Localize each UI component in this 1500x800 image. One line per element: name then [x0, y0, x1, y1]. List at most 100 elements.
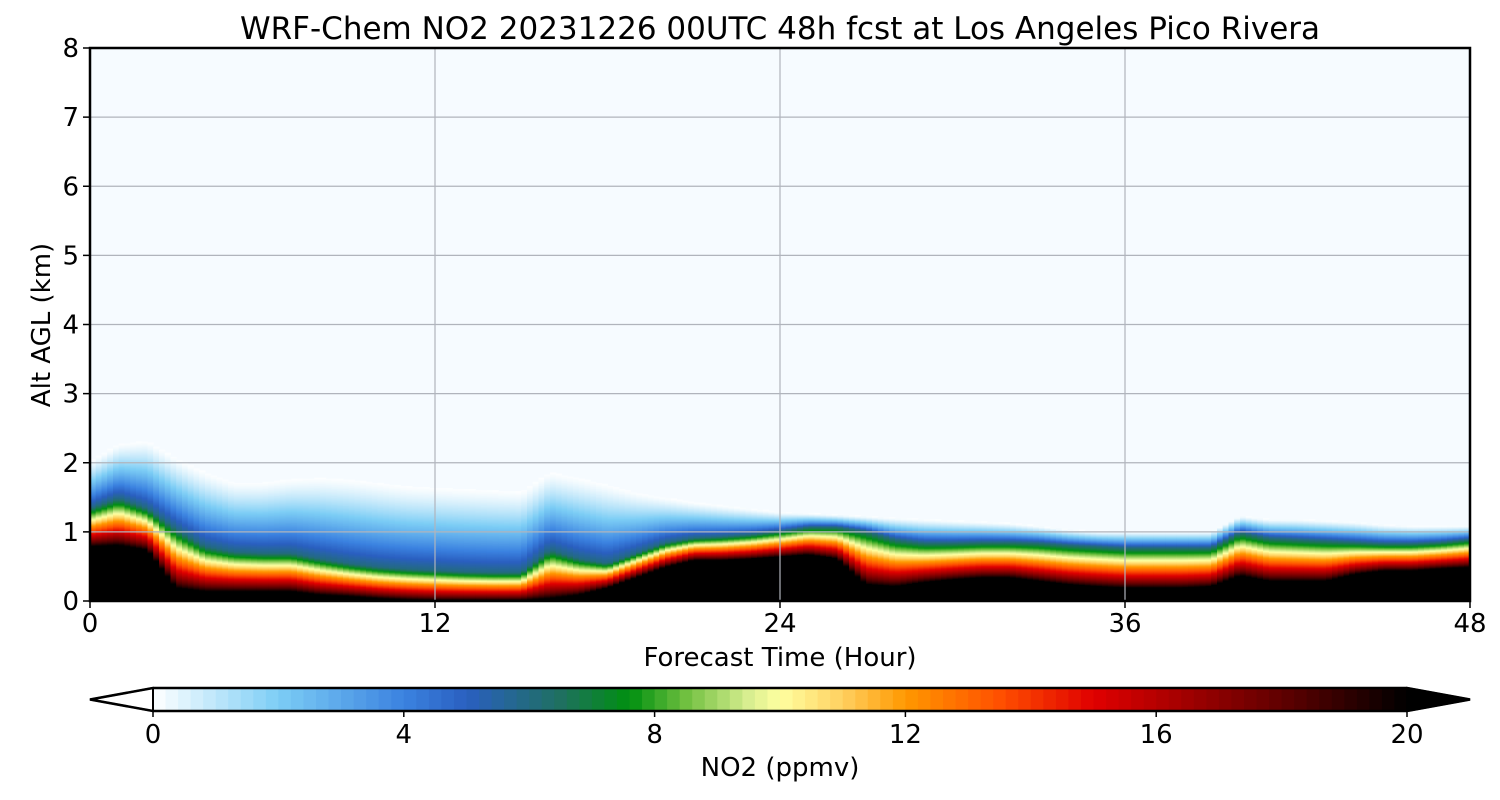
colorbar-segment: [955, 688, 969, 711]
y-tick-label: 1: [62, 518, 79, 548]
gridlines: [90, 48, 1470, 601]
colorbar-segment: [943, 688, 957, 711]
colorbar-segment: [579, 688, 593, 711]
colorbar-segment: [742, 688, 756, 711]
colorbar-segment: [1068, 688, 1082, 711]
colorbar-segment: [729, 688, 743, 711]
colorbar-segment: [203, 688, 217, 711]
y-tick-label: 8: [62, 34, 79, 64]
colorbar-segment: [642, 688, 656, 711]
colorbar-segment: [504, 688, 518, 711]
colorbar-segment: [704, 688, 718, 711]
colorbar-segment: [278, 688, 292, 711]
colorbar-segment: [453, 688, 467, 711]
colorbar-segment: [316, 688, 330, 711]
colorbar-segment: [541, 688, 555, 711]
colorbar-segment: [554, 688, 568, 711]
colorbar-segment: [1018, 688, 1032, 711]
colorbar-segment: [654, 688, 668, 711]
colorbar-segment: [892, 688, 906, 711]
colorbar-segment: [717, 688, 731, 711]
colorbar-segment: [1193, 688, 1207, 711]
x-tick-label: 24: [763, 609, 796, 639]
colorbar-segment: [1319, 688, 1333, 711]
y-tick-label: 6: [62, 172, 79, 202]
colorbar-segment: [1043, 688, 1057, 711]
colorbar-segment: [391, 688, 405, 711]
colorbar-segment: [253, 688, 267, 711]
x-axis: 0 12 24 36 48: [82, 601, 1487, 639]
colorbar-segment: [1331, 688, 1345, 711]
y-axis-label: Alt AGL (km): [27, 243, 57, 407]
chart-title: WRF-Chem NO2 20231226 00UTC 48h fcst at …: [240, 11, 1320, 47]
colorbar-segment: [1080, 688, 1094, 711]
colorbar-segment: [1030, 688, 1044, 711]
colorbar-segment: [566, 688, 580, 711]
colorbar-segment: [1369, 688, 1383, 711]
colorbar-segment: [968, 688, 982, 711]
colorbar-segment: [416, 688, 430, 711]
colorbar-segment: [679, 688, 693, 711]
colorbar-segment: [441, 688, 455, 711]
colorbar-segment: [842, 688, 856, 711]
colorbar-segment: [228, 688, 242, 711]
x-tick-label: 48: [1453, 609, 1486, 639]
colorbar: 0 4 8 12 16 20 NO2 (ppmv): [89, 686, 1471, 783]
colorbar-tick-label: 8: [646, 720, 663, 750]
colorbar-segment: [1143, 688, 1157, 711]
colorbar-segment: [1269, 688, 1283, 711]
colorbar-segment: [754, 688, 768, 711]
y-tick-label: 3: [62, 380, 79, 410]
colorbar-tick-label: 20: [1390, 720, 1423, 750]
colorbar-segment: [993, 688, 1007, 711]
colorbar-segment: [1093, 688, 1107, 711]
colorbar-segment: [1106, 688, 1120, 711]
colorbar-segment: [667, 688, 681, 711]
colorbar-label: NO2 (ppmv): [701, 753, 860, 783]
colorbar-segment: [805, 688, 819, 711]
colorbar-segment: [817, 688, 831, 711]
colorbar-segment: [917, 688, 931, 711]
y-tick-label: 2: [62, 449, 79, 479]
colorbar-segment: [1118, 688, 1132, 711]
colorbar-segment: [1181, 688, 1195, 711]
colorbar-segment: [880, 688, 894, 711]
y-axis: 0 1 2 3 4 5 6 7 8: [62, 34, 90, 617]
colorbar-segment: [240, 688, 254, 711]
colorbar-segment: [1206, 688, 1220, 711]
colorbar-segment: [403, 688, 417, 711]
colorbar-segment: [604, 688, 618, 711]
colorbar-segment: [692, 688, 706, 711]
colorbar-segment: [1005, 688, 1019, 711]
colorbar-segment: [1218, 688, 1232, 711]
colorbar-segment: [328, 688, 342, 711]
colorbar-segment: [1256, 688, 1270, 711]
colorbar-segment: [516, 688, 530, 711]
colorbar-segment: [165, 688, 179, 711]
colorbar-segment: [265, 688, 279, 711]
colorbar-extend-min: [89, 686, 154, 713]
colorbar-segment: [1381, 688, 1395, 711]
colorbar-tick-label: 16: [1140, 720, 1173, 750]
colorbar-segment: [629, 688, 643, 711]
y-tick-label: 5: [62, 241, 79, 271]
x-tick-label: 0: [82, 609, 99, 639]
colorbar-segment: [303, 688, 317, 711]
colorbar-segment: [1281, 688, 1295, 711]
colorbar-tick-label: 4: [396, 720, 413, 750]
colorbar-segment: [905, 688, 919, 711]
colorbar-tick-label: 12: [889, 720, 922, 750]
colorbar-ticks: 0 4 8 12 16 20: [145, 711, 1424, 750]
colorbar-segment: [980, 688, 994, 711]
colorbar-segment: [1156, 688, 1170, 711]
y-tick-label: 0: [62, 587, 79, 617]
y-tick-label: 7: [62, 103, 79, 133]
x-tick-label: 12: [418, 609, 451, 639]
colorbar-segment: [1231, 688, 1245, 711]
colorbar-segment: [479, 688, 493, 711]
colorbar-segment: [616, 688, 631, 711]
concentration-field: [90, 441, 1470, 601]
colorbar-segment: [792, 688, 806, 711]
colorbar-segment: [1394, 688, 1408, 711]
colorbar-segment: [1306, 688, 1320, 711]
